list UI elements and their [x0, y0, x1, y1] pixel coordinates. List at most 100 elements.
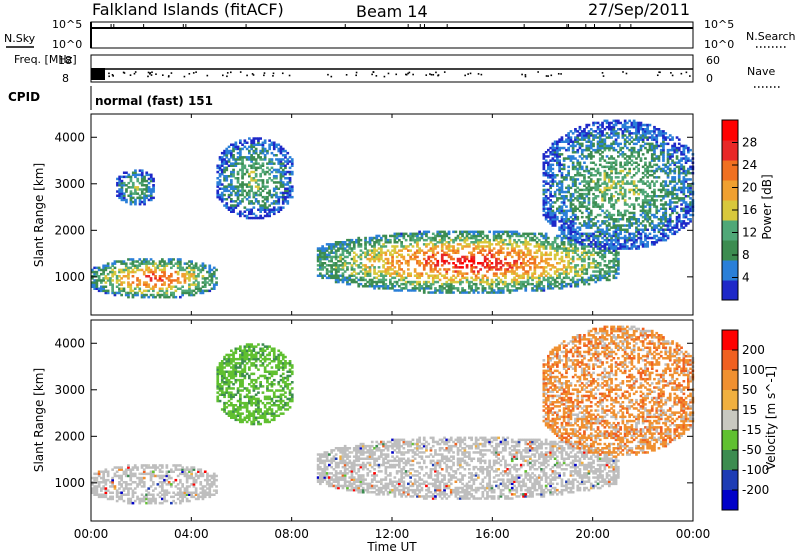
power-cell — [632, 213, 636, 217]
power-cell — [538, 278, 541, 282]
power-cell — [504, 257, 507, 261]
power-cell — [556, 245, 559, 248]
power-cell — [571, 234, 575, 238]
power-cell — [558, 190, 561, 194]
power-cell — [621, 176, 625, 179]
power-cell — [608, 270, 611, 273]
power-cell — [594, 182, 598, 185]
power-cell — [167, 262, 171, 265]
power-cell — [373, 287, 376, 290]
power-cell — [115, 277, 119, 280]
power-cell — [605, 241, 609, 244]
power-cell — [617, 197, 620, 200]
power-cell — [270, 170, 274, 174]
power-cell — [104, 266, 108, 270]
power-cell — [547, 262, 550, 265]
power-cell — [140, 171, 144, 174]
power-cell — [380, 257, 383, 261]
power-cell — [409, 274, 412, 277]
power-cell — [341, 247, 345, 250]
power-cell — [646, 241, 649, 244]
power-cell — [668, 222, 672, 225]
power-cell — [281, 191, 285, 195]
power-cell — [456, 234, 460, 238]
power-cell — [626, 245, 629, 248]
power-cell — [149, 177, 153, 181]
power-cell — [522, 282, 525, 286]
power-cell — [587, 220, 591, 223]
power-cell — [429, 287, 433, 290]
power-cell — [630, 140, 634, 143]
power-cell — [614, 171, 618, 175]
power-cell — [479, 282, 482, 286]
power-cell — [553, 174, 557, 177]
power-cell — [384, 268, 388, 271]
power-cell — [380, 278, 383, 282]
power-cell — [203, 277, 207, 280]
power-cell — [445, 234, 449, 238]
power-cell — [227, 158, 231, 161]
power-cell — [402, 236, 406, 240]
power-cell — [227, 145, 231, 149]
power-cell — [619, 213, 622, 217]
power-cell — [553, 222, 557, 225]
power-cell — [569, 157, 573, 160]
power-cell — [386, 238, 390, 242]
nave-dot — [149, 72, 151, 75]
power-cell — [218, 183, 222, 186]
power-cell — [290, 158, 294, 161]
power-cell — [558, 257, 561, 261]
power-cell — [578, 236, 582, 240]
power-cell — [576, 226, 580, 229]
power-cell — [486, 264, 489, 267]
power-cell — [585, 236, 589, 240]
power-cell — [236, 185, 240, 188]
power-cell — [97, 279, 101, 282]
power-cell — [558, 287, 561, 290]
power-cell — [174, 279, 178, 282]
power-cell — [580, 174, 584, 177]
power-cell — [495, 282, 498, 286]
power-cell — [499, 259, 503, 263]
power-cell — [131, 289, 135, 293]
power-cell — [188, 287, 191, 290]
power-cell — [540, 272, 543, 275]
power-cell — [519, 276, 523, 280]
power-cell — [576, 186, 580, 190]
power-cell — [325, 243, 329, 246]
power-cell — [172, 293, 175, 297]
power-cell — [623, 209, 627, 213]
power-cell — [619, 153, 622, 156]
power-cell — [395, 274, 399, 277]
power-cell — [181, 266, 184, 270]
power-cell — [619, 247, 622, 250]
power-cell — [319, 259, 322, 263]
power-cell — [431, 236, 435, 240]
power-cell — [131, 186, 135, 189]
power-cell — [199, 264, 203, 267]
power-cell — [562, 228, 566, 231]
power-cell — [668, 215, 672, 219]
power-cell — [366, 285, 370, 288]
power-cell — [585, 140, 589, 143]
power-cell — [558, 272, 561, 275]
power-cell — [176, 277, 180, 280]
power-cell — [598, 178, 602, 181]
power-cell — [158, 289, 162, 293]
power-cell — [596, 270, 600, 273]
power-cell — [632, 146, 636, 150]
power-cell — [562, 211, 566, 215]
power-cell — [659, 153, 663, 156]
power-cell — [560, 285, 564, 288]
power-cell — [635, 218, 638, 221]
power-cell — [185, 289, 189, 293]
power-cell — [272, 187, 276, 190]
power-cell — [612, 259, 616, 263]
power-cell — [254, 193, 258, 197]
power-cell — [118, 268, 121, 272]
power-cell — [578, 232, 582, 236]
power-cell — [556, 243, 559, 246]
power-cell — [407, 234, 410, 238]
power-cell — [236, 158, 240, 161]
power-cell — [352, 268, 356, 271]
